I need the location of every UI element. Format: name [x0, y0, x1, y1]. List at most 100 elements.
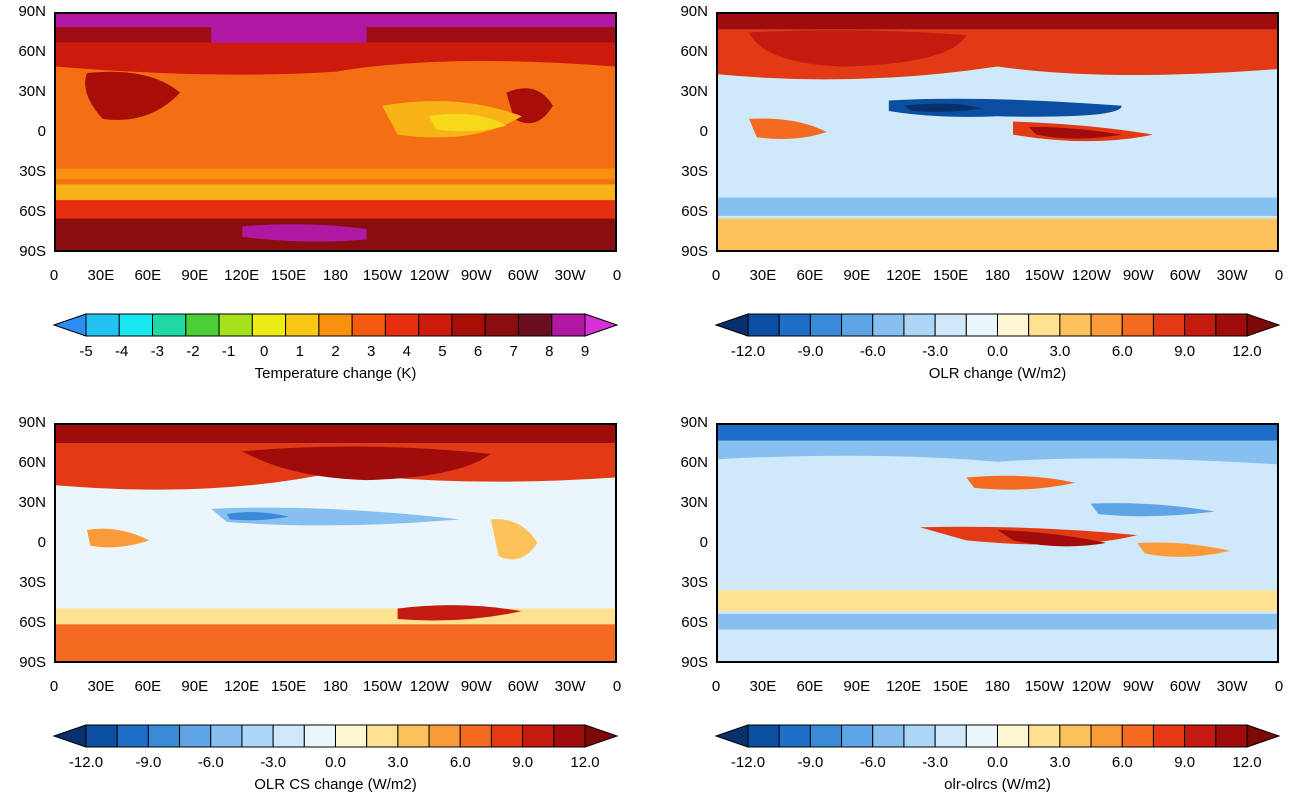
colorbar-svg: [52, 313, 619, 337]
colorbar-box: [1184, 313, 1217, 337]
lon-tick-label: 30E: [87, 678, 115, 695]
colorbar-tick-label: 12.0: [1232, 343, 1262, 360]
colorbar-box: [335, 724, 368, 748]
colorbar-tick-label: 0.0: [987, 754, 1008, 771]
lon-tick-label: 30W: [554, 678, 586, 695]
lon-tick-label: 180: [984, 267, 1011, 284]
colorbar-box: [147, 724, 181, 748]
lon-tick-label: 120E: [224, 678, 260, 695]
colorbar-box: [285, 313, 320, 337]
colorbar-title: OLR CS change (W/m2): [254, 776, 417, 793]
colorbar-box: [116, 724, 149, 748]
lat-tick-label: 60S: [19, 614, 46, 631]
lon-tick-label: 90W: [1122, 267, 1154, 284]
lon-tick-label: 60E: [134, 678, 162, 695]
colorbar-box: [522, 724, 555, 748]
map-olr-minus-olrcs: [716, 423, 1279, 663]
lon-tick-label: 60E: [134, 267, 162, 284]
colorbar-box: [218, 313, 253, 337]
lat-tick-label: 60N: [680, 43, 708, 60]
colorbar-title: olr-olrcs (W/m2): [944, 776, 1051, 793]
lon-tick-label: 180: [322, 678, 349, 695]
colorbar-over-triangle: [584, 313, 619, 337]
colorbar-box: [747, 724, 780, 748]
lat-tick-label: 90S: [19, 654, 46, 671]
colorbar-box: [872, 313, 905, 337]
lat-tick-label: 90N: [18, 414, 46, 431]
colorbar-tick-label: -6.0: [859, 343, 886, 360]
lon-tick-label: 150W: [362, 267, 402, 284]
colorbar-tick-label: -4: [114, 343, 129, 360]
colorbar-box: [934, 313, 967, 337]
lon-tick-label: 30E: [749, 267, 777, 284]
colorbar-box: [303, 724, 336, 748]
lon-tick-label: 60W: [1169, 678, 1201, 695]
colorbar-box: [872, 724, 905, 748]
colorbar-tick-label: 0.0: [987, 343, 1008, 360]
lon-tick-label: 0: [49, 267, 59, 284]
lon-tick-label: 30W: [1216, 678, 1248, 695]
colorbar-tick-label: 9: [580, 343, 590, 360]
colorbar-tick-label: -3: [150, 343, 164, 360]
lat-tick-label: 90S: [681, 243, 708, 260]
map-temperature: [54, 12, 617, 252]
lon-tick-label: 180: [984, 678, 1011, 695]
colorbar-tick-label: 3.0: [387, 754, 409, 771]
colorbar-tick-label: 6.0: [1111, 343, 1133, 360]
lat-tick-label: 90N: [680, 414, 708, 431]
colorbar-box: [459, 724, 492, 748]
colorbar-box: [272, 724, 305, 748]
colorbar-temperature: [52, 313, 619, 337]
colorbar-box: [903, 724, 936, 748]
colorbar-box: [965, 724, 998, 748]
lon-tick-label: 120E: [886, 267, 922, 284]
colorbar-box: [241, 724, 274, 748]
colorbar-tick-label: 9.0: [1174, 343, 1196, 360]
lat-tick-label: 30N: [18, 494, 46, 511]
colorbar-box: [778, 724, 811, 748]
lon-tick-label: 0: [612, 678, 622, 695]
lon-tick-label: 150E: [271, 678, 307, 695]
lon-tick-label: 120W: [1071, 678, 1111, 695]
lon-tick-label: 30W: [554, 267, 586, 284]
colorbar-box: [1215, 724, 1248, 748]
colorbar-box: [118, 313, 154, 337]
lat-tick-label: 0: [699, 534, 708, 551]
colorbar-over-triangle: [1246, 724, 1281, 748]
lon-tick-label: 60E: [796, 267, 824, 284]
lon-tick-label: 150W: [1024, 678, 1064, 695]
lon-tick-label: 30E: [749, 678, 777, 695]
lon-tick-label: 120E: [224, 267, 260, 284]
colorbar-olr-minus-olrcs: [714, 724, 1281, 748]
lon-tick-label: 90W: [460, 678, 492, 695]
colorbar-box: [778, 313, 811, 337]
colorbar-box: [179, 724, 212, 748]
lon-tick-label: 0: [49, 678, 59, 695]
colorbar-box: [965, 313, 998, 337]
lon-tick-label: 150W: [362, 678, 402, 695]
lat-tick-label: 60N: [18, 454, 46, 471]
colorbar-box: [85, 724, 118, 748]
lon-tick-label: 0: [1274, 678, 1284, 695]
lon-tick-label: 90W: [1122, 678, 1154, 695]
colorbar-box: [553, 724, 586, 748]
colorbar-box: [1090, 313, 1123, 337]
colorbar-box: [428, 724, 461, 748]
colorbar-box: [551, 313, 586, 337]
lon-tick-label: 150E: [271, 267, 307, 284]
colorbar-title: OLR change (W/m2): [928, 365, 1067, 382]
colorbar-tick-label: -3.0: [922, 754, 949, 771]
lon-tick-label: 90W: [460, 267, 492, 284]
lat-tick-label: 0: [699, 123, 708, 140]
colorbar-olr: [714, 313, 1281, 337]
lon-tick-label: 120W: [409, 678, 449, 695]
lon-tick-label: 90E: [843, 267, 871, 284]
lat-tick-label: 30S: [681, 574, 708, 591]
lat-tick-label: 0: [37, 534, 46, 551]
colorbar-box: [366, 724, 399, 748]
colorbar-tick-label: -6.0: [859, 754, 886, 771]
colorbar-box: [517, 313, 553, 337]
lat-tick-label: 90N: [18, 3, 46, 20]
colorbar-tick-label: 8: [545, 343, 554, 360]
lat-tick-label: 0: [37, 123, 46, 140]
